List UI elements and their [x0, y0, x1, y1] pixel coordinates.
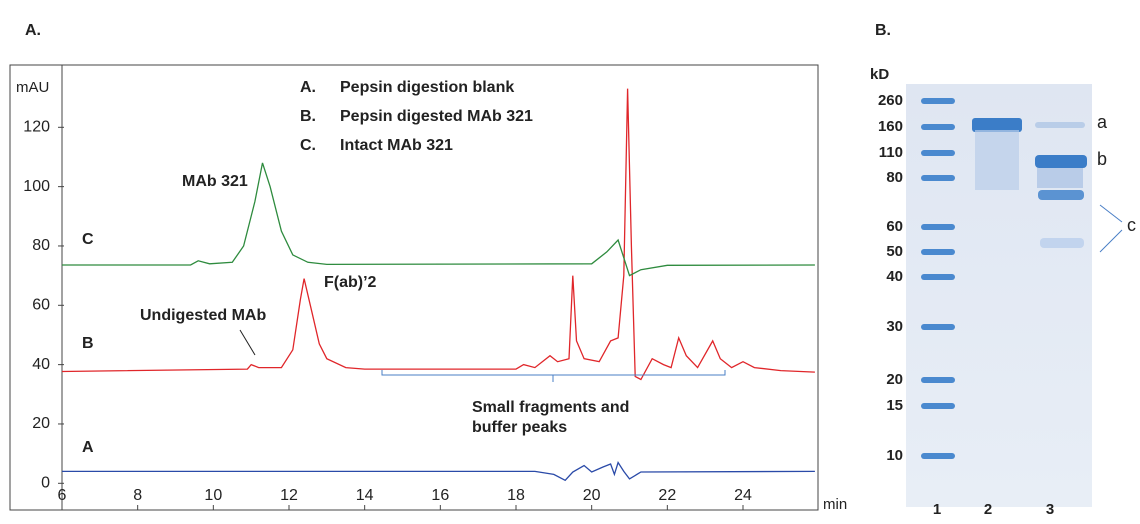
band-label: a: [1097, 112, 1108, 132]
marker-label: 60: [886, 218, 903, 235]
band: [1038, 190, 1084, 200]
band-label: c: [1127, 215, 1136, 235]
ladder-band: [921, 324, 955, 330]
annotation: buffer peaks: [472, 419, 567, 436]
band: [1035, 155, 1087, 168]
y-tick-label: 60: [32, 297, 50, 314]
x-tick-label: 22: [658, 487, 676, 504]
x-tick-label: 8: [133, 487, 142, 504]
ladder-band: [921, 224, 955, 230]
ladder-band: [921, 453, 955, 459]
band: [1040, 238, 1084, 248]
marker-label: 50: [886, 243, 903, 260]
x-tick-label: 6: [58, 487, 67, 504]
smear: [1037, 168, 1083, 188]
band-label: b: [1097, 149, 1107, 169]
annotation: F(ab)’2: [324, 274, 377, 291]
annotation: MAb 321: [182, 173, 248, 190]
annotation: B: [82, 335, 94, 352]
marker-label: 110: [879, 144, 903, 161]
smear: [975, 130, 1019, 190]
ladder-band: [921, 249, 955, 255]
marker-label: 80: [886, 169, 903, 186]
x-tick-label: 10: [204, 487, 222, 504]
marker-label: 40: [886, 268, 903, 285]
x-tick-label: 14: [356, 487, 374, 504]
y-tick-label: 80: [32, 237, 50, 254]
bracket: [1099, 204, 1123, 253]
ladder-band: [921, 377, 955, 383]
trace: [62, 460, 815, 482]
lane-label: 3: [1046, 501, 1054, 518]
y-tick-label: 120: [23, 119, 50, 136]
panel-label: A.: [25, 22, 41, 39]
annotation: Undigested MAb: [140, 307, 266, 324]
legend-key: A.: [300, 79, 316, 96]
annotation: Small fragments and: [472, 399, 629, 416]
annotation: A: [82, 439, 94, 456]
trace: [62, 162, 815, 277]
trace: [61, 88, 815, 381]
marker-label: 160: [878, 118, 903, 135]
y-tick-label: 100: [23, 178, 50, 195]
legend-key: C.: [300, 137, 316, 154]
lane-label: 1: [933, 501, 941, 518]
y-tick-label: 40: [32, 356, 50, 373]
plot-frame: [9, 64, 819, 511]
panel-label: B.: [875, 22, 891, 39]
x-tick-label: 12: [280, 487, 298, 504]
annotation: C: [82, 231, 94, 248]
legend-label: Pepsin digestion blank: [340, 79, 514, 96]
pointer: [239, 329, 256, 356]
gel-unit: kD: [870, 66, 889, 83]
band: [1035, 122, 1085, 128]
marker-label: 260: [878, 92, 903, 109]
x-tick-label: 18: [507, 487, 525, 504]
legend-label: Pepsin digested MAb 321: [340, 108, 533, 125]
legend-label: Intact MAb 321: [340, 137, 453, 154]
band: [972, 118, 1022, 132]
lane-label: 2: [984, 501, 992, 518]
ladder-band: [921, 175, 955, 181]
bracket: [381, 370, 726, 382]
marker-label: 10: [886, 447, 903, 464]
marker-label: 15: [886, 397, 903, 414]
y-tick-label: 0: [41, 475, 50, 492]
x-tick-label: 16: [431, 487, 449, 504]
ladder-band: [921, 403, 955, 409]
marker-label: 30: [886, 318, 903, 335]
x-tick-label: 24: [734, 487, 752, 504]
x-axis-label: min: [823, 496, 847, 513]
ladder-band: [921, 274, 955, 280]
legend-key: B.: [300, 108, 316, 125]
y-axis-label: mAU: [16, 79, 49, 96]
x-tick-label: 20: [583, 487, 601, 504]
ladder-band: [921, 150, 955, 156]
ladder-band: [921, 98, 955, 104]
y-tick-label: 20: [32, 415, 50, 432]
marker-label: 20: [886, 371, 903, 388]
ladder-band: [921, 124, 955, 130]
